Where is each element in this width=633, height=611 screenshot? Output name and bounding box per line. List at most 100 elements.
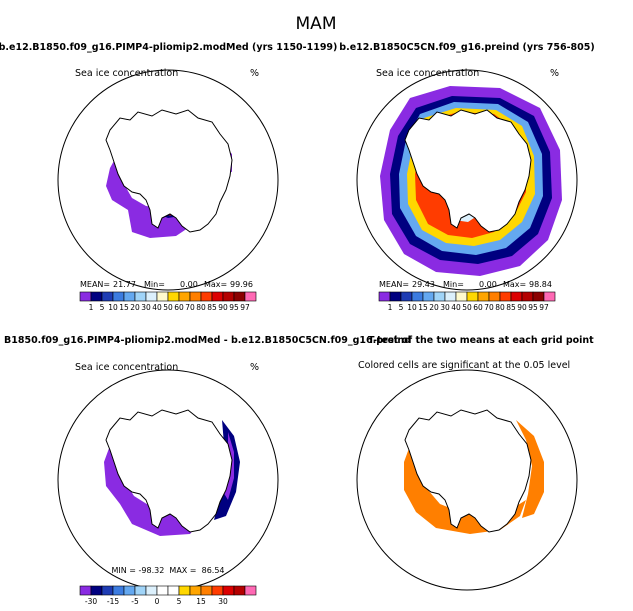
continent-outline xyxy=(105,409,233,533)
colorbar-swatch xyxy=(244,291,257,302)
colorbar-tick-label: 60 xyxy=(473,303,483,312)
colorbar-swatch xyxy=(455,291,468,302)
colorbar-tick-label: 5 xyxy=(100,303,105,312)
colorbar-swatch xyxy=(156,585,169,596)
colorbar-tick-label: 15 xyxy=(119,303,129,312)
colorbar-swatch xyxy=(233,585,246,596)
colorbar-swatch xyxy=(543,291,556,302)
units-label: % xyxy=(250,362,259,373)
colorbar: -30 -15 -5 0 5 15 30 xyxy=(79,585,257,606)
colorbar-tick-label: 60 xyxy=(174,303,184,312)
colorbar-tick-label: 20 xyxy=(429,303,439,312)
colorbar-swatch xyxy=(510,291,523,302)
colorbar-swatch xyxy=(422,291,435,302)
min-label: Min= xyxy=(144,280,165,289)
colorbar-swatch xyxy=(499,291,512,302)
colorbar-swatch xyxy=(123,585,136,596)
colorbar-swatch xyxy=(112,291,125,302)
colorbar-swatch xyxy=(378,291,391,302)
colorbar-swatch xyxy=(444,291,457,302)
colorbar-swatch xyxy=(521,291,534,302)
panel-heading: B1850.f09_g16.PIMP4-pliomip2.modMed - b.… xyxy=(4,335,411,346)
colorbar-swatch xyxy=(433,291,446,302)
colorbar-tick-label: 40 xyxy=(152,303,162,312)
variable-label: Sea ice concentration xyxy=(376,68,479,79)
min-value: 0.00 xyxy=(180,280,198,289)
map-boundary xyxy=(356,69,578,291)
colorbar-swatch xyxy=(178,585,191,596)
colorbar-swatch xyxy=(156,291,169,302)
colorbar-swatch xyxy=(134,291,147,302)
colorbar-swatch xyxy=(79,291,92,302)
map-boundary xyxy=(57,69,279,291)
colorbar-tick-label: -30 xyxy=(85,597,97,606)
colorbar-swatch xyxy=(145,585,158,596)
colorbar-swatch xyxy=(167,291,180,302)
colorbar-swatch xyxy=(477,291,490,302)
colorbar-swatch xyxy=(112,585,125,596)
colorbar-swatch xyxy=(101,585,114,596)
panel-top-right: b.e12.B1850C5CN.f09_g16.preind (yrs 756-… xyxy=(339,42,594,312)
colorbar-tick-label: 1 xyxy=(89,303,94,312)
colorbar-tick-label: 80 xyxy=(196,303,206,312)
colorbar-tick-label: 10 xyxy=(407,303,417,312)
colorbar-swatch xyxy=(389,291,402,302)
colorbar-tick-label: 30 xyxy=(440,303,450,312)
colorbar-swatch xyxy=(211,291,224,302)
panel-heading: b.e12.B1850.f09_g16.PIMP4-pliomip2.modMe… xyxy=(0,42,337,53)
colorbar-tick-label: 90 xyxy=(517,303,527,312)
colorbar-tick-label: 1 xyxy=(388,303,393,312)
colorbar-tick-label: 50 xyxy=(163,303,173,312)
panel-heading: T-test of the two means at each grid poi… xyxy=(368,335,594,346)
colorbar-swatch xyxy=(233,291,246,302)
colorbar-tick-label: 30 xyxy=(141,303,151,312)
mean-label: MEAN= xyxy=(379,280,409,289)
max-label: Max= xyxy=(503,280,526,289)
continent-outline xyxy=(105,109,233,233)
colorbar-swatch xyxy=(189,585,202,596)
panel-heading: b.e12.B1850C5CN.f09_g16.preind (yrs 756-… xyxy=(339,42,594,53)
colorbar-tick-label: 85 xyxy=(506,303,516,312)
colorbar-tick-label: 15 xyxy=(196,597,206,606)
colorbar-tick-label: 70 xyxy=(185,303,195,312)
colorbar-swatch xyxy=(211,585,224,596)
colorbar-swatch xyxy=(145,291,158,302)
colorbar: 1 5 10 15 20 30 40 50 60 70 80 85 90 95 97 xyxy=(378,291,556,312)
colorbar-swatch xyxy=(90,291,103,302)
colorbar-swatch xyxy=(90,585,103,596)
colorbar-tick-label: 90 xyxy=(218,303,228,312)
panel-subtitle: Colored cells are significant at the 0.0… xyxy=(358,360,570,371)
max-value: 99.96 xyxy=(230,280,253,289)
main-title: MAM xyxy=(296,14,337,34)
mean-value: 21.77 xyxy=(113,280,136,289)
colorbar-swatch xyxy=(134,585,147,596)
variable-label: Sea ice concentration xyxy=(75,68,178,79)
colorbar-tick-label: 20 xyxy=(130,303,140,312)
max-value: 98.84 xyxy=(529,280,552,289)
colorbar-tick-label: -15 xyxy=(107,597,119,606)
map-boundary xyxy=(356,369,578,591)
mean-value: 29.43 xyxy=(412,280,435,289)
colorbar-swatch xyxy=(200,291,213,302)
colorbar-tick-label: 0 xyxy=(155,597,160,606)
colorbar-tick-label: 95 xyxy=(229,303,239,312)
colorbar-tick-label: 80 xyxy=(495,303,505,312)
min-label: Min= xyxy=(443,280,464,289)
min-value: 0.00 xyxy=(479,280,497,289)
colorbar-swatch xyxy=(123,291,136,302)
units-label: % xyxy=(250,68,259,79)
colorbar-swatch xyxy=(488,291,501,302)
variable-label: Sea ice concentration xyxy=(75,362,178,373)
colorbar-tick-label: 5 xyxy=(177,597,182,606)
colorbar-tick-label: -5 xyxy=(131,597,139,606)
panel-bottom-left: B1850.f09_g16.PIMP4-pliomip2.modMed - b.… xyxy=(4,335,411,606)
mean-label: MEAN= xyxy=(80,280,110,289)
colorbar-swatch xyxy=(189,291,202,302)
colorbar-swatch xyxy=(411,291,424,302)
colorbar-swatch xyxy=(200,585,213,596)
colorbar-tick-label: 50 xyxy=(462,303,472,312)
colorbar-tick-label: 40 xyxy=(451,303,461,312)
colorbar-tick-label: 10 xyxy=(108,303,118,312)
max-label: Max= xyxy=(204,280,227,289)
